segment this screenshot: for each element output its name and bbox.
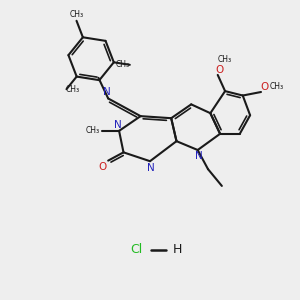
Text: O: O <box>99 162 107 172</box>
Text: CH₃: CH₃ <box>116 60 130 69</box>
Text: CH₃: CH₃ <box>269 82 284 91</box>
Text: Cl: Cl <box>130 243 143 256</box>
Text: O: O <box>215 64 223 75</box>
Text: H: H <box>172 243 182 256</box>
Text: CH₃: CH₃ <box>217 55 231 64</box>
Text: O: O <box>260 82 269 92</box>
Text: N: N <box>114 120 122 130</box>
Text: N: N <box>147 163 154 173</box>
Text: N: N <box>103 87 111 97</box>
Text: CH₃: CH₃ <box>86 126 100 135</box>
Text: N: N <box>195 151 203 161</box>
Text: CH₃: CH₃ <box>66 85 80 94</box>
Text: CH₃: CH₃ <box>70 10 84 19</box>
